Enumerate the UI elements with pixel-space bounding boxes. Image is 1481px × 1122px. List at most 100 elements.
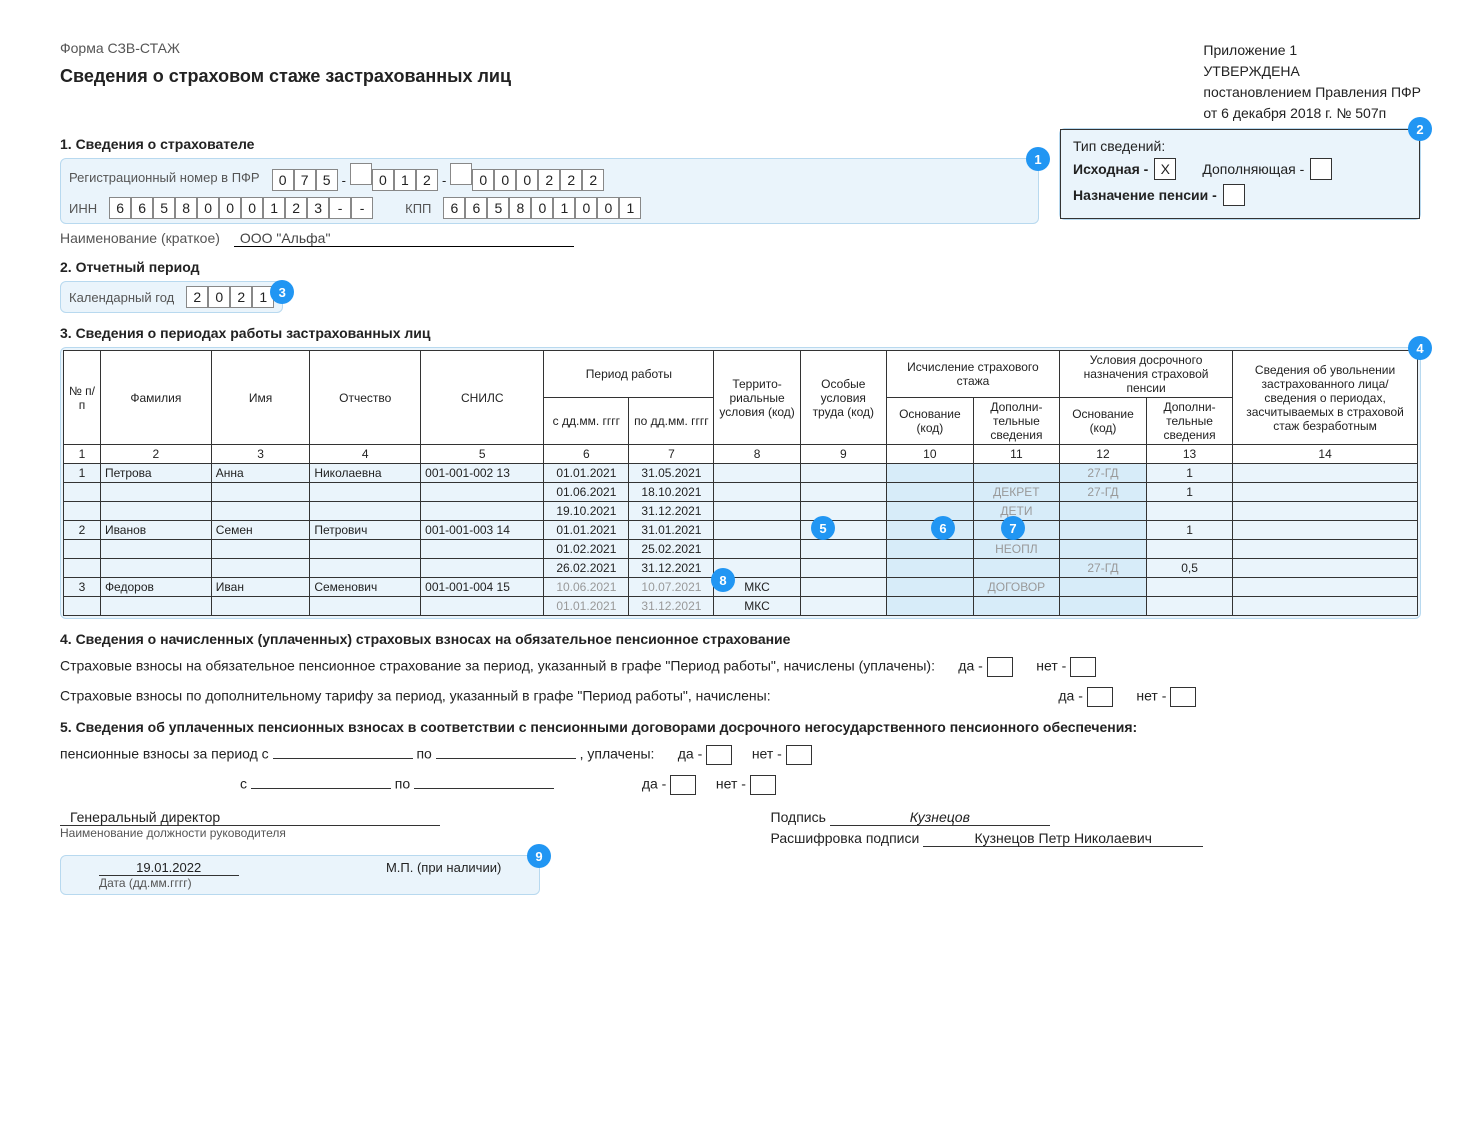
inn-label: ИНН (69, 201, 97, 216)
table-cell (1233, 540, 1418, 559)
table-cell: Семен (211, 521, 310, 540)
page-title: Сведения о страховом стаже застрахованны… (60, 66, 511, 87)
s5-to2-field[interactable] (414, 788, 554, 789)
digit-cell: 2 (538, 169, 560, 191)
table-cell: 31.12.2021 (629, 559, 714, 578)
org-name: ООО "Альфа" (234, 230, 574, 247)
table-cell (886, 521, 973, 540)
sig-decode-label: Расшифровка подписи (771, 830, 920, 846)
digit-cell: 2 (560, 169, 582, 191)
s5-no1-check[interactable] (786, 745, 812, 765)
digit-cell: 1 (263, 197, 285, 219)
digit-cell: 0 (494, 169, 516, 191)
callout-5: 5 (811, 516, 835, 540)
digit-cell: 0 (472, 169, 494, 191)
th-patronymic: Отчество (310, 351, 421, 445)
org-label: Наименование (краткое) (60, 230, 220, 246)
type-initial-check[interactable]: X (1154, 158, 1176, 180)
s4-yes2: да - (1058, 688, 1083, 704)
digit-cell: - (329, 197, 351, 219)
s5-no2-check[interactable] (750, 775, 776, 795)
table-row: 01.02.202125.02.2021НЕОПЛ (64, 540, 1418, 559)
s5-to1: по (416, 746, 431, 762)
table-cell: 2 (64, 521, 101, 540)
reg-label: Регистрационный номер в ПФР (69, 170, 260, 185)
s5-yes2-check[interactable] (670, 775, 696, 795)
digit-cell: 2 (582, 169, 604, 191)
type-supplement-check[interactable] (1310, 158, 1332, 180)
th-name: Имя (211, 351, 310, 445)
table-cell (64, 483, 101, 502)
table-cell (310, 559, 421, 578)
digit-cell: 0 (531, 197, 553, 219)
type-region: 2 Тип сведений: Исходная - X Дополняющая… (1059, 128, 1421, 220)
table-cell (1233, 502, 1418, 521)
th-terr: Террито- риальные условия (код) (714, 351, 800, 445)
callout-7: 7 (1001, 516, 1025, 540)
table-cell: 10.06.2021 (544, 578, 629, 597)
col-num: 14 (1233, 445, 1418, 464)
th-snils: СНИЛС (421, 351, 544, 445)
digit-cell: 5 (487, 197, 509, 219)
s5-from1[interactable] (273, 758, 413, 759)
table-cell: 27-ГД (1060, 464, 1147, 483)
digit-cell: 0 (597, 197, 619, 219)
sig-sign-value: Кузнецов (830, 809, 1050, 826)
table-cell: ДЕКРЕТ (973, 483, 1059, 502)
callout-3: 3 (270, 280, 294, 304)
table-row: 19.10.202131.12.2021ДЕТИ (64, 502, 1418, 521)
table-cell (211, 540, 310, 559)
approval-block: Приложение 1 УТВЕРЖДЕНА постановлением П… (1203, 40, 1421, 124)
th-to: по дд.мм. гггг (629, 398, 714, 445)
table-cell: 01.06.2021 (544, 483, 629, 502)
digit-cell: 8 (175, 197, 197, 219)
digit-cell: 1 (553, 197, 575, 219)
s5-yes2: да - (642, 776, 667, 792)
table-cell (211, 559, 310, 578)
approval-date: от 6 декабря 2018 г. № 507п (1203, 103, 1421, 124)
table-cell (421, 483, 544, 502)
s5-from2-label: с (240, 776, 247, 792)
table-cell (800, 483, 886, 502)
s5-yes1: да - (678, 746, 703, 762)
callout-9: 9 (527, 844, 551, 868)
th-ebasis: Основание (код) (1060, 398, 1147, 445)
digit-cell: 2 (285, 197, 307, 219)
s5-yes1-check[interactable] (706, 745, 732, 765)
section3-region: 4 5 6 7 8 № п/п Фамилия Имя Отчество СНИ… (60, 347, 1421, 619)
digit-cell: - (351, 197, 373, 219)
type-initial-label: Исходная - (1073, 161, 1148, 177)
col-num: 12 (1060, 445, 1147, 464)
s4-no1-check[interactable] (1070, 657, 1096, 677)
table-cell (886, 578, 973, 597)
table-cell: 19.10.2021 (544, 502, 629, 521)
s5-from2[interactable] (251, 788, 391, 789)
type-pension-check[interactable] (1223, 184, 1245, 206)
table-cell: 31.01.2021 (629, 521, 714, 540)
th-period: Период работы (544, 351, 714, 398)
table-cell (100, 597, 211, 616)
table-cell (886, 559, 973, 578)
col-num: 11 (973, 445, 1059, 464)
table-cell (1233, 464, 1418, 483)
table-cell (1060, 502, 1147, 521)
table-cell: 18.10.2021 (629, 483, 714, 502)
table-cell (421, 502, 544, 521)
s4-no2-check[interactable] (1170, 687, 1196, 707)
digit-cell: 2 (186, 286, 208, 308)
s5-to1-field[interactable] (436, 758, 576, 759)
sig-date-label: Дата (дд.мм.гггг) (69, 876, 531, 890)
table-cell: 26.02.2021 (544, 559, 629, 578)
table-cell: 27-ГД (1060, 483, 1147, 502)
section1-title: 1. Сведения о страхователе (60, 136, 1039, 152)
s5-period-label: пенсионные взносы за период с (60, 746, 269, 762)
table-cell (800, 578, 886, 597)
table-cell: Анна (211, 464, 310, 483)
sig-sign-label: Подпись (771, 809, 826, 825)
table-cell: 1 (64, 464, 101, 483)
digit-cell: 0 (372, 169, 394, 191)
s4-yes2-check[interactable] (1087, 687, 1113, 707)
s4-yes1-check[interactable] (987, 657, 1013, 677)
table-cell (1060, 597, 1147, 616)
digit-cell: 7 (294, 169, 316, 191)
